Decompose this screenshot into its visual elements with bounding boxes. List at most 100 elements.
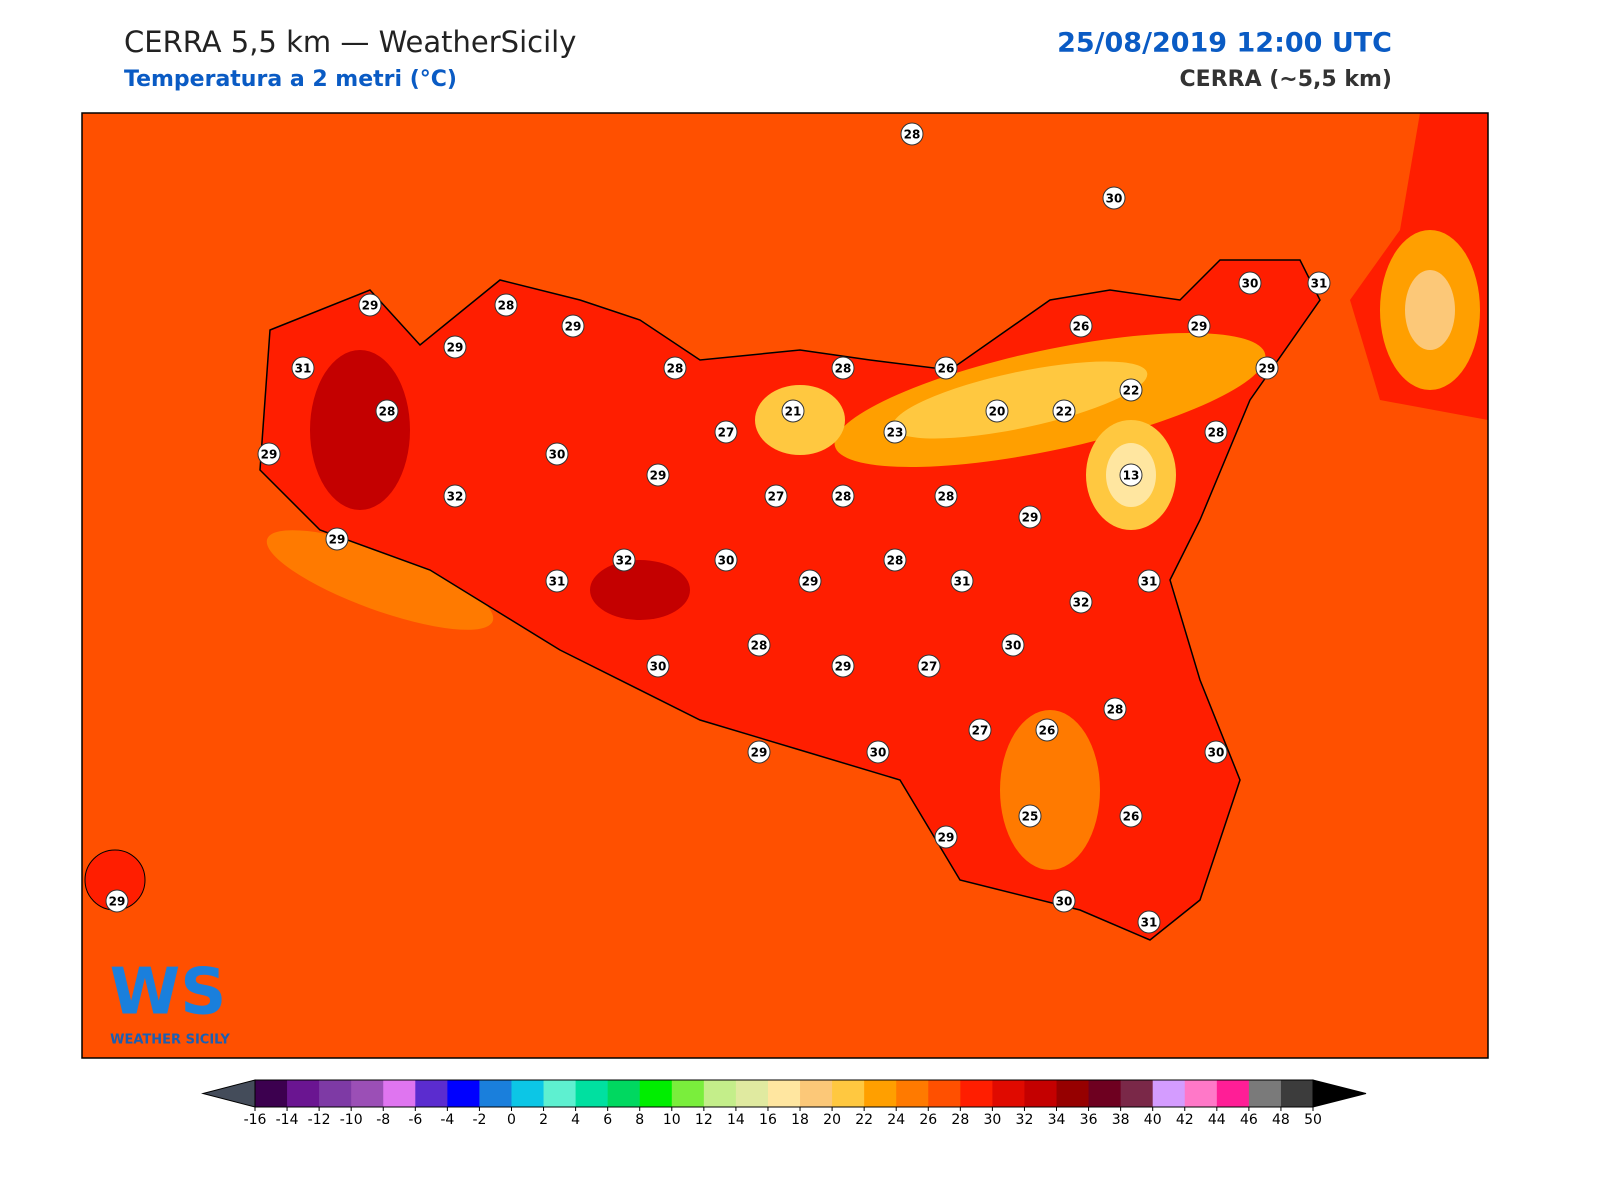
station-value: 29 <box>1259 362 1276 376</box>
station-value: 29 <box>362 299 379 313</box>
station-value: 30 <box>1106 192 1123 206</box>
station-value: 31 <box>1141 575 1158 589</box>
station-marker <box>917 654 941 678</box>
colorbar-cell <box>800 1080 833 1107</box>
station-value: 27 <box>718 426 735 440</box>
station-marker <box>934 825 958 849</box>
colorbar-label: -10 <box>340 1112 363 1128</box>
colorbar-cell <box>447 1080 480 1107</box>
station-value: 29 <box>1191 320 1208 334</box>
station-marker <box>714 548 738 572</box>
station-marker <box>325 527 349 551</box>
station-marker <box>747 740 771 764</box>
colorbar-label: 20 <box>823 1112 841 1128</box>
colorbar-label: 44 <box>1208 1112 1226 1128</box>
station-value: 29 <box>938 831 955 845</box>
station-marker <box>764 484 788 508</box>
colorbar-label: 6 <box>603 1112 612 1128</box>
station-marker <box>1035 718 1059 742</box>
station-marker <box>1052 399 1076 423</box>
station-marker <box>105 889 129 913</box>
station-marker <box>1307 271 1331 295</box>
station-marker <box>1187 314 1211 338</box>
station-value: 26 <box>1123 810 1140 824</box>
colorbar-cell <box>575 1080 609 1107</box>
station-marker <box>1204 740 1228 764</box>
station-value: 29 <box>835 660 852 674</box>
colorbar-cell <box>767 1080 801 1107</box>
station-value: 31 <box>549 575 566 589</box>
station-marker <box>1102 186 1126 210</box>
colorbar-cell <box>415 1080 448 1107</box>
colorbar-cell <box>960 1080 993 1107</box>
colorbar-label: 48 <box>1272 1112 1290 1128</box>
station-marker <box>831 484 855 508</box>
station-value: 13 <box>1123 469 1140 483</box>
date: 25/08/2019 12:00 UTC <box>1057 28 1392 59</box>
station-value: 29 <box>447 341 464 355</box>
model: CERRA (~5,5 km) <box>1180 67 1392 92</box>
station-marker <box>1255 356 1279 380</box>
station-value: 30 <box>549 448 566 462</box>
colorbar-cell <box>1056 1080 1090 1107</box>
station-value: 28 <box>904 128 921 142</box>
station-value: 29 <box>650 469 667 483</box>
station-marker <box>1119 463 1143 487</box>
colorbar-cell <box>1248 1080 1282 1107</box>
station-value: 32 <box>616 554 633 568</box>
logo-name: WEATHER SICILY <box>110 1033 230 1048</box>
station-marker <box>1001 633 1025 657</box>
station-value: 31 <box>295 362 312 376</box>
station-marker <box>934 484 958 508</box>
colorbar-label: 28 <box>951 1112 969 1128</box>
station-marker <box>257 442 281 466</box>
station-value: 23 <box>887 426 904 440</box>
station-value: 30 <box>650 660 667 674</box>
station-marker <box>663 356 687 380</box>
station-value: 22 <box>1123 384 1140 398</box>
station-value: 26 <box>1073 320 1090 334</box>
station-marker <box>900 122 924 146</box>
station-value: 30 <box>870 746 887 760</box>
colorbar-cell <box>703 1080 737 1107</box>
station-value: 28 <box>938 490 955 504</box>
station-marker <box>866 740 890 764</box>
colorbar-label: 4 <box>571 1112 580 1128</box>
station-value: 32 <box>447 490 464 504</box>
colorbar-cell <box>287 1080 320 1107</box>
station-marker <box>934 356 958 380</box>
station-marker <box>646 463 670 487</box>
colorbar-cell <box>1184 1080 1218 1107</box>
colorbar-label: -16 <box>244 1112 267 1128</box>
colorbar-cell <box>511 1080 545 1107</box>
colorbar-cell <box>671 1080 705 1107</box>
station-value: 27 <box>768 490 785 504</box>
title: CERRA 5,5 km — WeatherSicily <box>124 25 576 59</box>
colorbar-cell <box>1088 1080 1122 1107</box>
station-value: 20 <box>989 405 1006 419</box>
station-value: 29 <box>565 320 582 334</box>
station-marker <box>968 718 992 742</box>
field <box>892 361 1148 439</box>
station-marker <box>612 548 636 572</box>
colorbar-label: -6 <box>408 1112 422 1128</box>
colorbar-label: 34 <box>1048 1112 1066 1128</box>
station-marker <box>747 633 771 657</box>
station-marker <box>291 356 315 380</box>
colorbar-cell <box>255 1080 288 1107</box>
station-value: 25 <box>1022 810 1039 824</box>
station-marker <box>545 442 569 466</box>
station-marker <box>781 399 805 423</box>
colorbar-cell <box>735 1080 769 1107</box>
station-value: 28 <box>887 554 904 568</box>
station-marker <box>358 293 382 317</box>
colorbar-label: 40 <box>1144 1112 1162 1128</box>
station-value: 30 <box>1242 277 1259 291</box>
station-value: 30 <box>1208 746 1225 760</box>
field <box>1405 270 1455 350</box>
station-marker <box>1137 569 1161 593</box>
colorbar-label: 12 <box>695 1112 713 1128</box>
colorbar-cell <box>1152 1080 1186 1107</box>
station-marker <box>375 399 399 423</box>
colorbar-cell <box>383 1080 416 1107</box>
